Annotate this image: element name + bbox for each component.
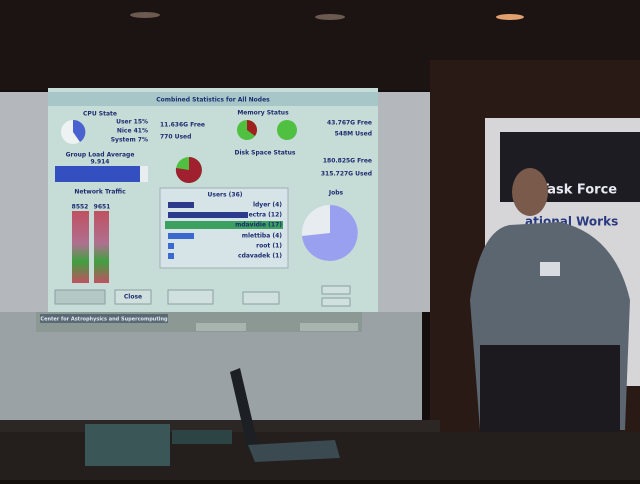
title-bar [48,92,378,106]
network-text: 9651 [94,204,111,211]
cpu-row: System 7% [111,137,148,144]
device [172,430,232,444]
ceiling-light [315,14,345,20]
jobs-pie-slice [302,205,358,261]
network-bar [72,211,89,283]
laptop-base [248,440,340,462]
close-button[interactable]: Close [124,294,142,301]
ceiling-light [130,12,160,18]
user-bar [168,233,194,239]
button[interactable] [321,297,351,307]
user-bar [165,221,283,229]
cpu-title: CPU State [83,111,117,118]
user-bar [168,243,174,249]
user-bar [168,202,194,208]
memory-title: Memory Status [237,110,289,117]
disk-pie-slice [175,157,202,183]
cpu-pie-slice [73,119,86,142]
memory-text: 548M Used [335,131,372,138]
name-badge [540,262,560,276]
person-head [512,168,548,216]
projector [85,424,170,466]
user-row: root (1) [256,243,282,250]
ceiling-light [496,14,524,20]
button[interactable] [242,291,280,305]
user-bar [168,253,174,259]
user-row: mdavidie (17) [235,222,282,229]
cpu-row: Nice 41% [117,128,148,135]
disk-title: Disk Space Status [234,150,295,157]
memory-pie-slice [247,120,258,136]
load-title: Group Load Average [66,152,135,159]
load-value: 9.914 [91,159,110,166]
user-bar [168,212,248,218]
swap-pie [277,120,297,140]
cpu-row: User 15% [116,119,148,126]
disk-text: 180.825G Free [323,158,372,165]
task-item[interactable] [196,323,246,331]
laptop-lid [230,368,258,450]
memory-text: 43.767G Free [327,120,372,127]
memory-text: 11.636G Free [160,122,205,129]
task-item[interactable] [40,314,168,323]
network-bar [94,211,109,283]
user-row: ldyer (4) [253,202,282,209]
button[interactable] [114,289,152,305]
user-row: ectra (12) [249,212,283,219]
person-trousers [480,345,620,445]
user-row: mlettiba (4) [242,233,283,240]
button[interactable] [54,289,106,305]
task-label: Center for Astrophysics and Supercomputi… [40,317,168,323]
user-row: cdavadek (1) [238,253,282,260]
network-title: Network Traffic [74,189,126,196]
poster-text: Task Force [540,183,617,198]
network-text: 8552 [72,204,89,211]
load-bar [55,166,140,182]
jobs-title: Jobs [328,190,344,197]
memory-text: 770 Used [160,134,191,141]
button[interactable] [167,289,214,305]
task-item[interactable] [300,323,358,331]
disk-text: 315.727G Used [321,171,372,178]
window-title: Combined Statistics for All Nodes [156,97,270,104]
users-title: Users (36) [208,192,243,199]
button[interactable] [321,285,351,295]
